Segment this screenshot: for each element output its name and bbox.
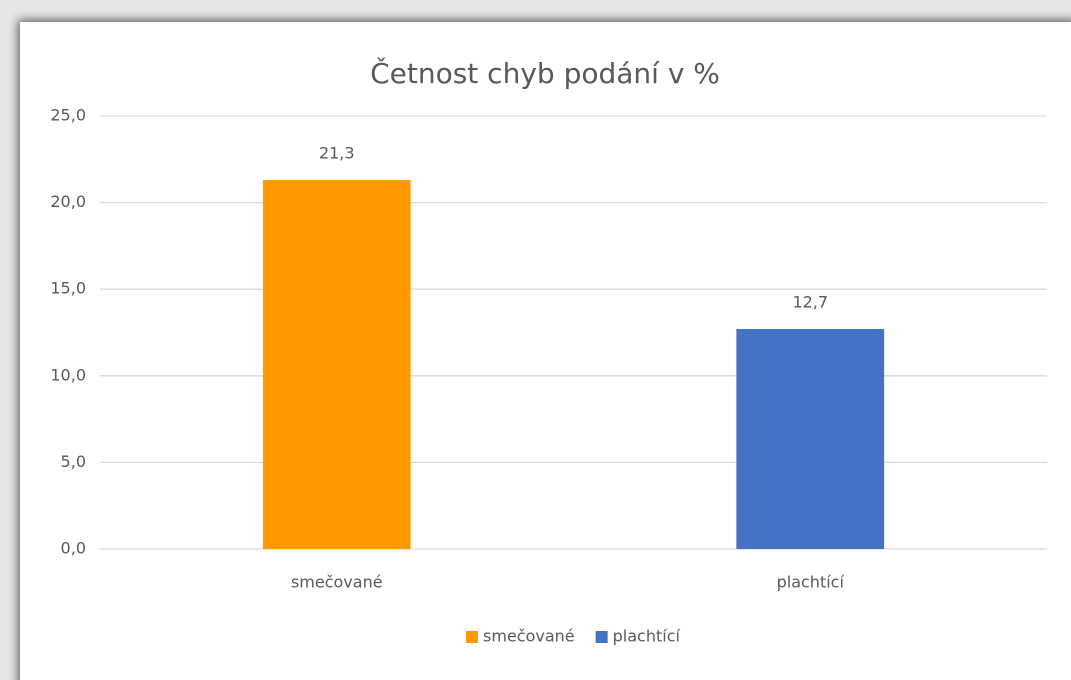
y-tick-label: 10,0: [50, 365, 86, 384]
chart-area: [20, 22, 1071, 680]
y-tick-label: 25,0: [50, 106, 86, 125]
y-tick-label: 15,0: [50, 279, 86, 298]
data-label: 12,7: [792, 293, 828, 312]
legend-label: plachtící: [613, 627, 681, 646]
y-tick-label: 0,0: [61, 539, 86, 558]
chart-title: Četnost chyb podání v %: [370, 56, 720, 90]
x-tick-label: smečované: [291, 573, 383, 592]
legend-swatch: [466, 631, 479, 643]
y-tick-label: 20,0: [50, 192, 86, 211]
legend-swatch: [595, 631, 608, 643]
x-tick-label: plachtící: [777, 573, 845, 592]
legend-label: smečované: [483, 627, 575, 646]
y-tick-label: 5,0: [61, 452, 86, 471]
data-label: 21,3: [319, 144, 355, 163]
bar: [736, 329, 885, 549]
bar: [262, 180, 411, 550]
